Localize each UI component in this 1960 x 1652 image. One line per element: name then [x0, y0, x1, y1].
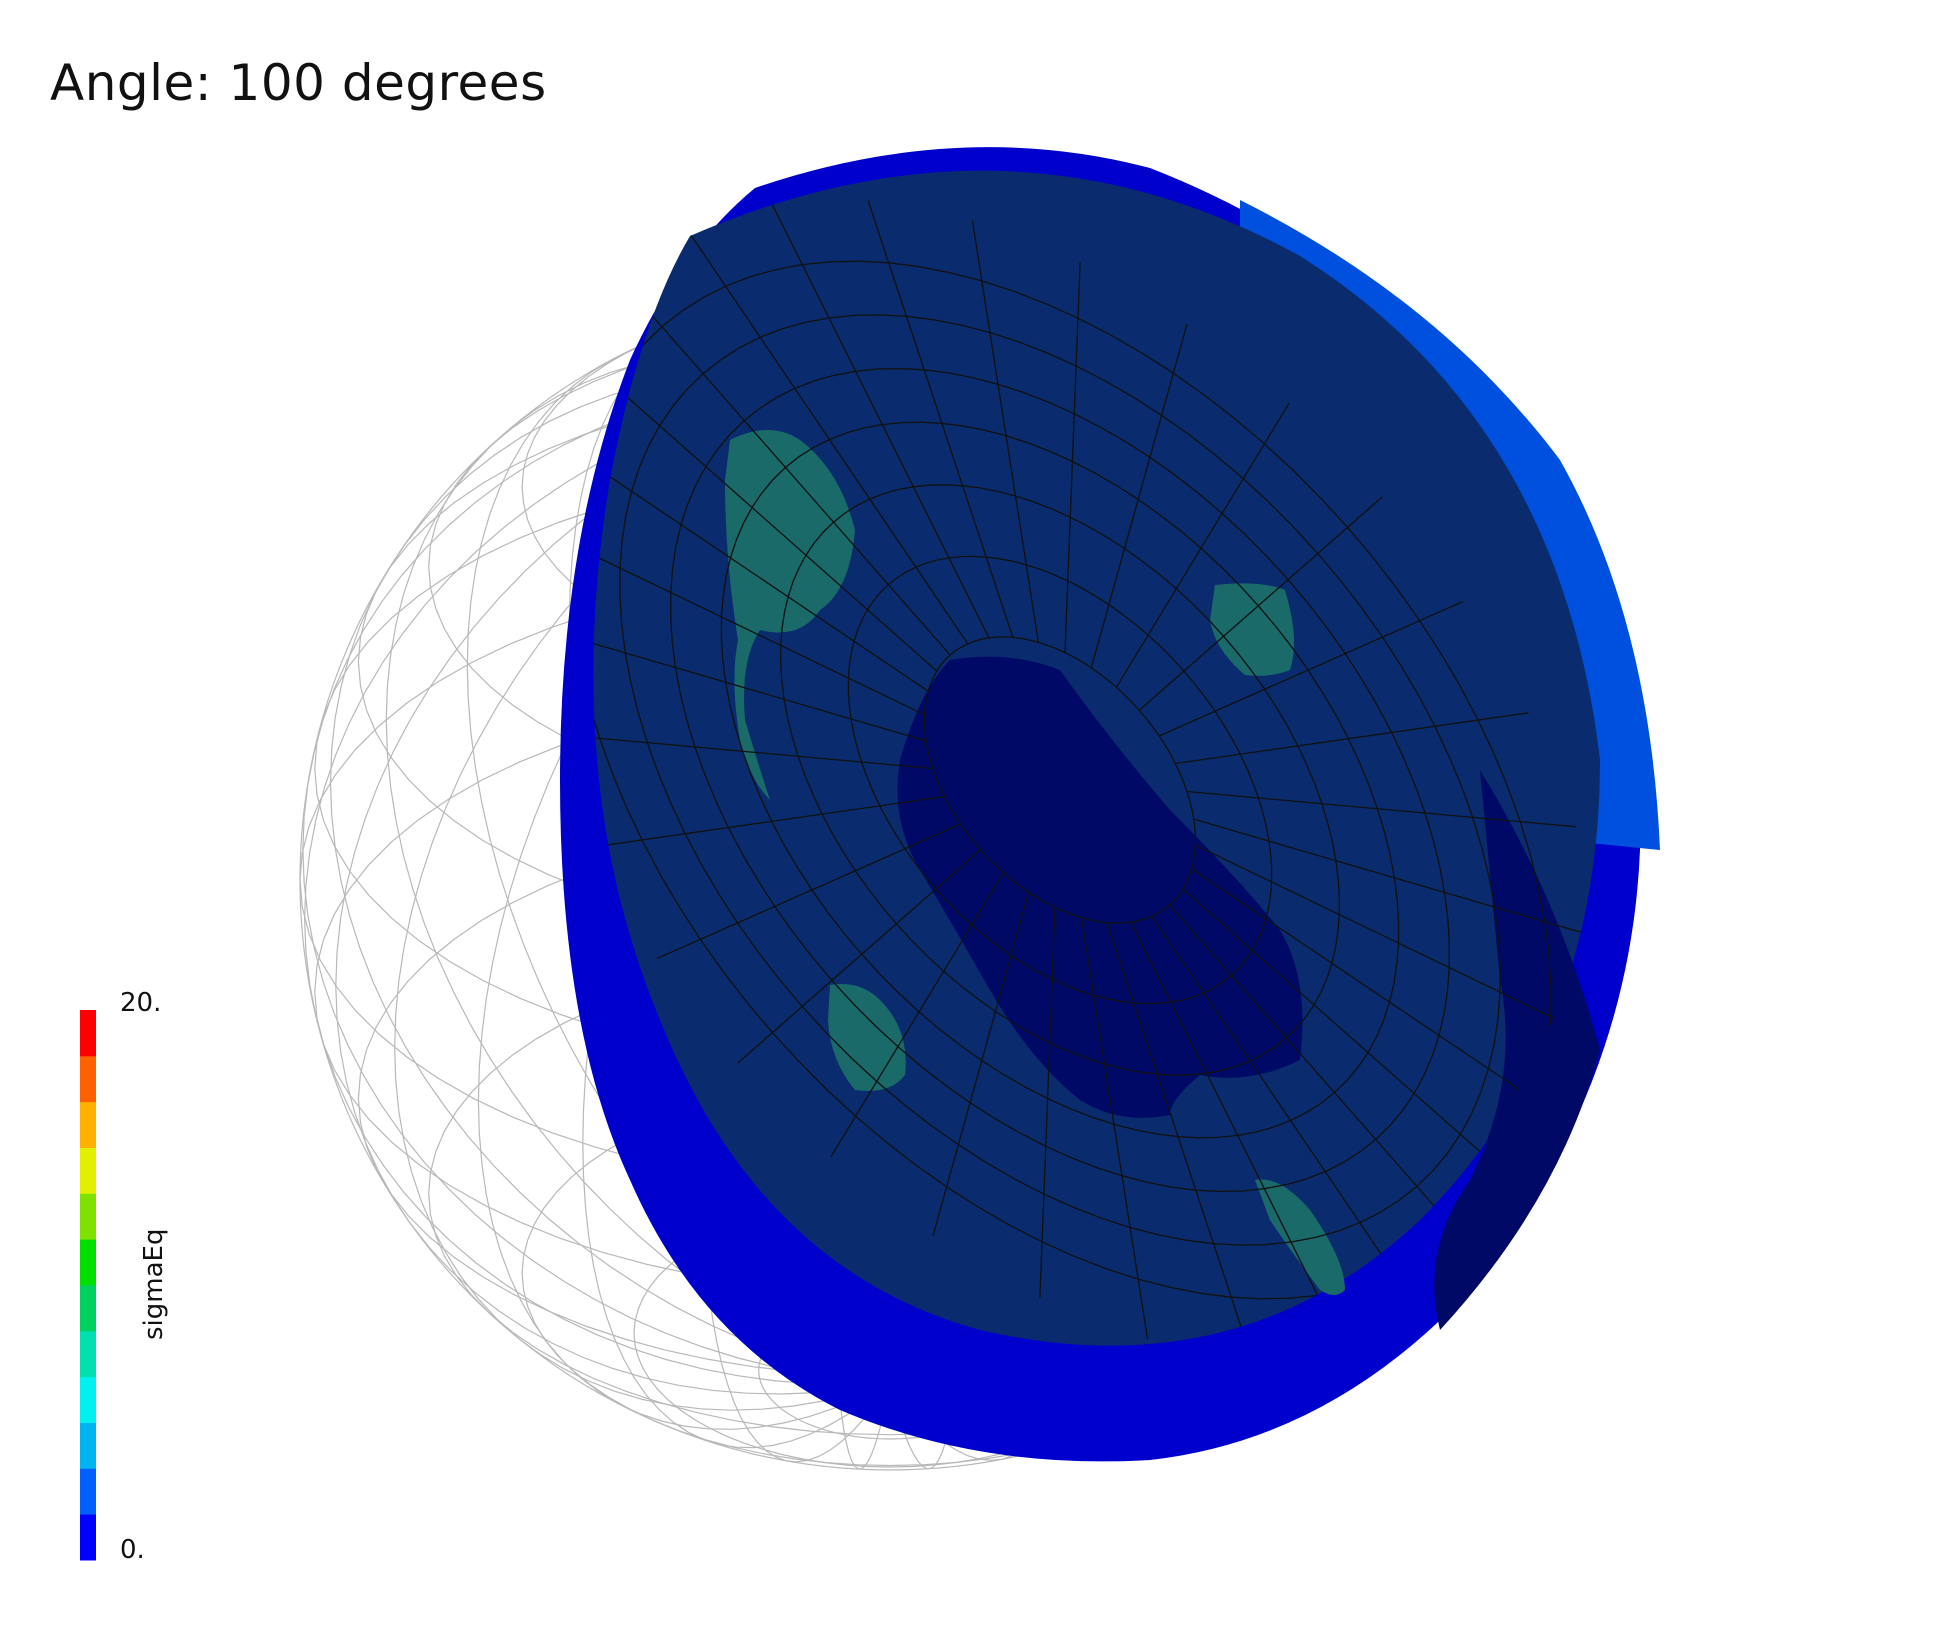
colorbar-max-label: 20. — [120, 988, 161, 1018]
mesh-spoke — [971, 220, 1040, 643]
mesh-spoke — [1115, 402, 1290, 688]
colorbar-bin — [80, 1514, 96, 1561]
mesh-spoke — [1106, 922, 1253, 1346]
colorbar-bin — [80, 1376, 96, 1423]
sphere-longitude-line — [329, 366, 891, 1384]
mesh-spoke — [1080, 917, 1149, 1340]
mesh-spoke — [593, 732, 934, 770]
mesh-spoke — [656, 823, 962, 960]
colorbar-bin — [80, 1422, 96, 1469]
mesh-spoke — [593, 795, 945, 848]
mesh-spoke — [613, 271, 951, 656]
mesh-spoke — [1186, 790, 1576, 828]
mesh-spoke — [1130, 921, 1350, 1346]
mesh-spoke — [1090, 323, 1188, 668]
mesh-spoke — [867, 200, 1014, 638]
hotspot-upper-left — [725, 430, 855, 800]
colorbar-min-label: 0. — [120, 1535, 145, 1565]
mesh-spoke — [684, 226, 969, 645]
low-stress-region — [897, 656, 1303, 1118]
sphere-longitude-line — [302, 375, 891, 1384]
colorbar: 20. 0. sigmaEq — [80, 988, 169, 1565]
stress-hotspots — [725, 430, 1345, 1295]
hotspot-lower-left — [828, 984, 906, 1091]
colorbar-bin — [80, 1468, 96, 1515]
mesh-spoke — [1193, 818, 1600, 940]
colorbar-bin — [80, 1101, 96, 1148]
mesh-spoke — [770, 202, 990, 639]
hotspot-lower-right — [1255, 1179, 1345, 1295]
colorbar-bin — [80, 1330, 96, 1378]
colorbar-title: sigmaEq — [139, 1229, 169, 1340]
mesh-spoke — [1064, 262, 1081, 653]
colorbar-bin — [80, 1055, 96, 1103]
view-title: Angle: 100 degrees — [50, 54, 547, 112]
mesh-spoke — [593, 514, 925, 716]
hotspot-upper-right — [1210, 583, 1294, 676]
mesh-spoke — [1138, 496, 1383, 711]
colorbar-bin — [80, 1147, 96, 1194]
mesh-spoke — [1175, 712, 1529, 765]
colorbar-bin — [80, 1193, 96, 1240]
mesh-spoke — [932, 892, 1030, 1237]
mesh-spoke — [830, 872, 1005, 1158]
mesh-spoke — [1195, 844, 1600, 1046]
colorbar-bin — [80, 1239, 96, 1286]
colorbar-bin — [80, 1010, 96, 1057]
colorbar-bin — [80, 1285, 96, 1332]
mesh-spoke — [593, 620, 927, 742]
mesh-spoke — [593, 418, 929, 692]
colorbar-bins — [80, 1010, 96, 1561]
mesh-spoke — [1158, 600, 1464, 737]
disk-mesh-lines — [593, 200, 1600, 1346]
mesh-spoke — [737, 849, 982, 1064]
mesh-spoke — [1039, 907, 1056, 1298]
